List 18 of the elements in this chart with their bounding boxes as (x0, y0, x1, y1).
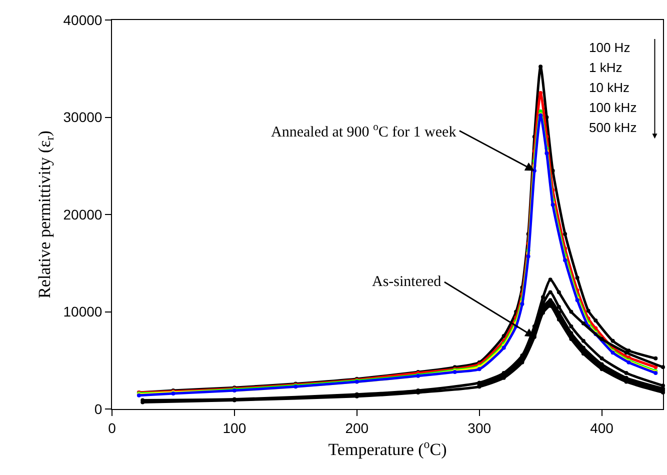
y-tick-label: 40000 (63, 12, 102, 28)
y-tick-label: 10000 (63, 304, 102, 320)
y-tick-label: 30000 (63, 109, 102, 126)
y-tick-label: 0 (94, 400, 102, 417)
annotation: 500 kHz (589, 120, 637, 135)
annotation: 100 kHz (589, 100, 637, 115)
x-axis-title: Temperature ($^{o}$C) (328, 437, 447, 460)
annotation: Annealed at 900 $^{o}$C for 1 week (271, 122, 457, 140)
y-tick-label: 20000 (63, 206, 102, 222)
annotation: 1 kHz (589, 60, 622, 75)
x-tick-label: 0 (108, 420, 116, 436)
x-tick-label: 200 (345, 420, 369, 436)
x-tick-label: 400 (590, 420, 614, 436)
x-tick-label: 300 (468, 420, 492, 436)
x-tick-label: 100 (222, 420, 246, 436)
annotation: 100 Hz (589, 40, 630, 55)
annotation: 10 kHz (589, 80, 630, 95)
annotation: As-sintered (372, 274, 442, 290)
